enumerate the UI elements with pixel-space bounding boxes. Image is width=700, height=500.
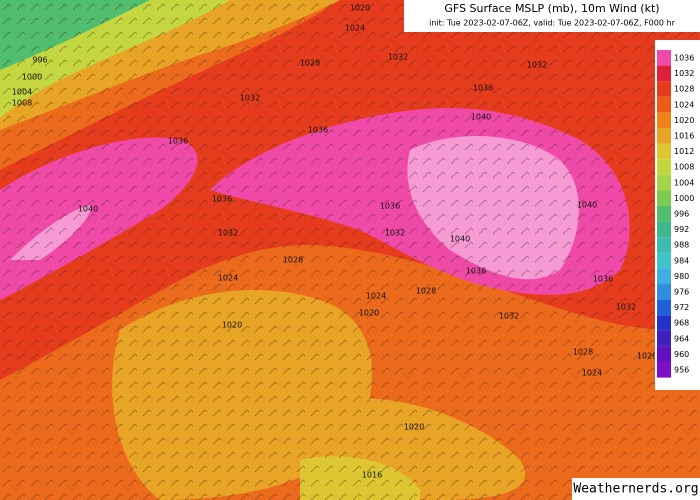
- colorbar-swatch: [657, 65, 671, 82]
- contour-label: 1032: [240, 94, 260, 103]
- contour-label: 1036: [212, 195, 232, 204]
- contour-label: 1016: [362, 471, 382, 480]
- colorbar-swatch: [657, 362, 671, 378]
- contour-label: 1036: [466, 267, 486, 276]
- contour-label: 1032: [385, 229, 405, 238]
- contour-label: 1020: [350, 4, 370, 13]
- contour-label: 1032: [388, 53, 408, 62]
- colorbar-label: 980: [674, 272, 689, 281]
- contour-label: 1024: [218, 274, 238, 283]
- colorbar-label: 1012: [674, 147, 694, 156]
- contour-label: 1004: [12, 88, 32, 97]
- colorbar-label: 956: [674, 366, 689, 375]
- contour-label: 1000: [22, 73, 42, 82]
- contour-label: 1032: [218, 229, 238, 238]
- contour-label: 1040: [78, 205, 98, 214]
- colorbar-swatch: [657, 315, 671, 331]
- contour-label: 1032: [616, 303, 636, 312]
- map-subtitle: init: Tue 2023-02-07-06Z, valid: Tue 202…: [429, 19, 675, 28]
- colorbar-label: 1036: [674, 54, 694, 63]
- colorbar-swatch: [657, 284, 671, 300]
- contour-label: 1028: [283, 256, 303, 265]
- contour-label: 1036: [380, 202, 400, 211]
- contour-label: 1036: [593, 275, 613, 284]
- colorbar-label: 996: [674, 210, 689, 219]
- colorbar-label: 1000: [674, 194, 694, 203]
- contour-label: 1040: [450, 235, 470, 244]
- watermark-box: Weathernerds.org: [572, 478, 700, 500]
- contour-label: 1032: [499, 312, 519, 321]
- contour-label: 1020: [359, 309, 379, 318]
- colorbar-swatch: [657, 81, 671, 97]
- contour-label: 996: [32, 56, 47, 65]
- colorbar-label: 960: [674, 350, 689, 359]
- colorbar: 1036 1032 1028 1024 1020 1016 1012 1008 1004 1000…: [655, 40, 700, 390]
- contour-label: 1036: [308, 126, 328, 135]
- colorbar-swatch: [657, 268, 671, 284]
- contour-label: 1036: [168, 137, 188, 146]
- colorbar-label: 988: [674, 241, 689, 250]
- colorbar-swatch: [657, 96, 671, 113]
- colorbar-label: 992: [674, 225, 689, 234]
- colorbar-label: 1016: [674, 132, 694, 141]
- colorbar-label: 984: [674, 256, 689, 265]
- contour-labels: 1020 1024 996 1000 1004 1008 1028 1032 1032 1032 1…: [12, 4, 657, 480]
- contour-label: 1020: [637, 352, 657, 361]
- contour-label: 1028: [573, 348, 593, 357]
- colorbar-swatch: [657, 174, 671, 191]
- colorbar-label: 976: [674, 288, 689, 297]
- colorbar-label: 1020: [674, 116, 694, 125]
- colorbar-swatch: [657, 143, 671, 160]
- colorbar-swatch: [657, 221, 671, 238]
- colorbar-label: 1024: [674, 100, 694, 109]
- colorbar-swatch: [657, 299, 671, 316]
- colorbar-label: 1028: [674, 85, 694, 94]
- contour-label: 1024: [366, 292, 386, 301]
- contour-label: 1036: [473, 84, 493, 93]
- contour-label: 1008: [12, 99, 32, 108]
- colorbar-label: 972: [674, 303, 689, 312]
- colorbar-label: 964: [674, 334, 689, 343]
- colorbar-swatch: [657, 190, 671, 206]
- colorbar-label: 968: [674, 319, 689, 328]
- colorbar-swatch: [657, 206, 671, 222]
- colorbar-label: 1008: [674, 163, 694, 172]
- contour-label: 1032: [527, 61, 547, 70]
- colorbar-swatch: [657, 159, 671, 175]
- colorbar-swatch: [657, 237, 671, 253]
- colorbar-swatch: [657, 128, 671, 144]
- contour-label: 1028: [416, 287, 436, 296]
- watermark: Weathernerds.org: [573, 482, 698, 497]
- colorbar-swatch: [657, 252, 671, 269]
- colorbar-swatch: [657, 112, 671, 128]
- contour-label: 1024: [345, 24, 365, 33]
- contour-label: 1040: [577, 201, 597, 210]
- contour-label: 1028: [300, 59, 320, 68]
- contour-label: 1020: [222, 321, 242, 330]
- colorbar-swatch: [657, 330, 671, 347]
- colorbar-swatch: [657, 50, 671, 66]
- title-box: GFS Surface MSLP (mb), 10m Wind (kt) ini…: [404, 0, 700, 32]
- contour-label: 1020: [404, 423, 424, 432]
- contour-label: 1024: [582, 369, 602, 378]
- colorbar-swatch: [657, 346, 671, 362]
- map-title: GFS Surface MSLP (mb), 10m Wind (kt): [444, 2, 659, 15]
- colorbar-label: 1004: [674, 178, 694, 187]
- colorbar-label: 1032: [674, 69, 694, 78]
- contour-label: 1040: [471, 113, 491, 122]
